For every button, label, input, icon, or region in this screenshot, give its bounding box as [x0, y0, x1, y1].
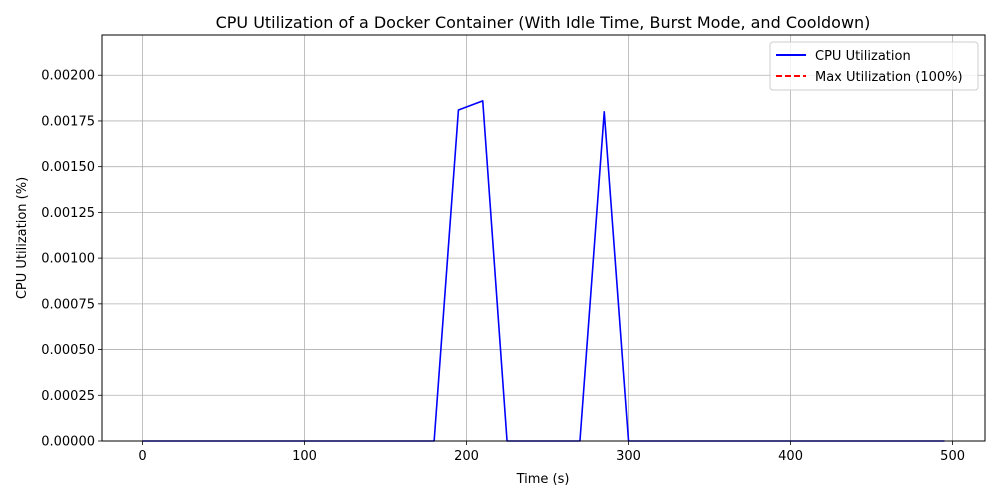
y-tick-label: 0.00000	[41, 435, 95, 450]
x-tick-label: 400	[778, 449, 803, 464]
x-tick-label: 0	[138, 449, 146, 464]
y-axis: 0.00000 0.00025 0.00050 0.00075 0.00100 0.001…	[41, 69, 102, 450]
x-axis: 0 100 200 300 400 500	[138, 441, 965, 464]
x-tick-label: 100	[292, 449, 317, 464]
plot-frame	[101, 34, 986, 442]
y-tick-label: 0.00200	[41, 69, 95, 84]
y-tick-label: 0.00175	[41, 114, 95, 129]
plot-area	[142, 100, 945, 442]
y-tick-label: 0.00025	[41, 389, 95, 404]
y-tick-label: 0.00075	[41, 297, 95, 312]
legend-label-cpu: CPU Utilization	[815, 49, 911, 64]
y-axis-title: CPU Utilization (%)	[15, 177, 30, 299]
x-tick-label: 300	[616, 449, 641, 464]
x-tick-label: 200	[454, 449, 479, 464]
y-tick-label: 0.00125	[41, 206, 95, 221]
x-axis-title: Time (s)	[516, 472, 570, 487]
chart-title: CPU Utilization of a Docker Container (W…	[216, 13, 871, 32]
series-line-0	[142, 100, 945, 442]
grid	[102, 35, 985, 442]
legend: CPU Utilization Max Utilization (100%)	[769, 41, 979, 91]
y-tick-label: 0.00100	[41, 252, 95, 267]
legend-label-max: Max Utilization (100%)	[815, 70, 963, 85]
x-tick-label: 500	[940, 449, 965, 464]
y-tick-label: 0.00150	[41, 160, 95, 175]
legend-box	[769, 41, 979, 91]
y-tick-label: 0.00050	[41, 343, 95, 358]
